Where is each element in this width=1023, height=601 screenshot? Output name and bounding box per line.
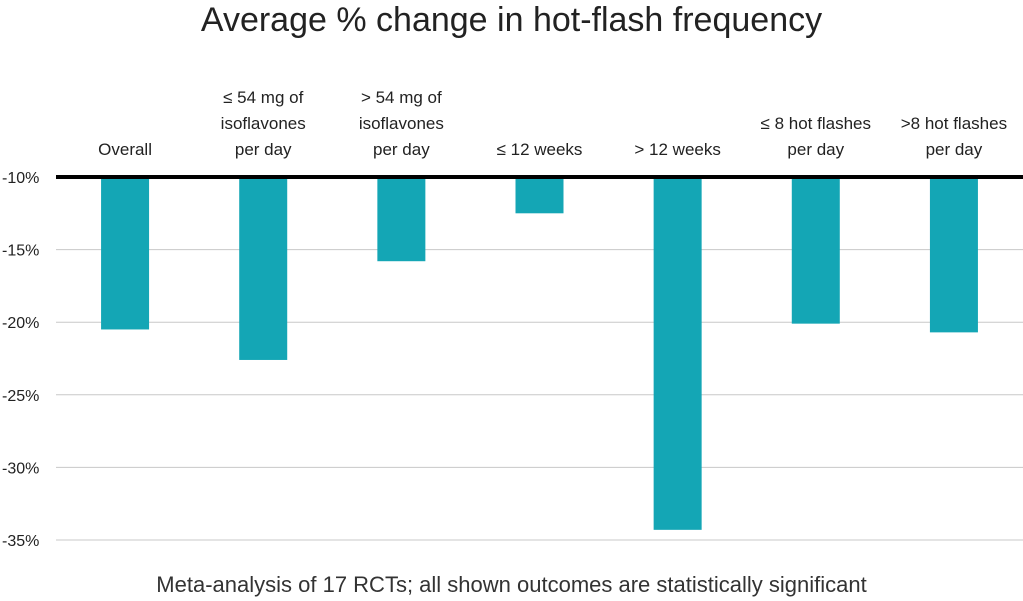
bar xyxy=(101,177,150,330)
bars xyxy=(101,177,978,530)
chart-footnote: Meta-analysis of 17 RCTs; all shown outc… xyxy=(156,572,867,597)
bar xyxy=(239,177,288,360)
chart-title: Average % change in hot-flash frequency xyxy=(200,1,823,39)
category-label: >8 hot flashes per day xyxy=(901,114,1007,159)
category-label: > 54 mg of isoflavones per day xyxy=(359,88,444,159)
y-tick-label: -25% xyxy=(2,388,39,405)
bar xyxy=(929,177,978,333)
bar xyxy=(377,177,426,262)
bar xyxy=(791,177,840,324)
bar xyxy=(653,177,702,530)
y-tick-label: -35% xyxy=(2,533,39,550)
category-label: Overall xyxy=(98,140,152,159)
bar xyxy=(515,177,564,214)
category-label: ≤ 12 weeks xyxy=(497,140,583,159)
gridlines xyxy=(56,249,1023,541)
y-tick-label: -15% xyxy=(2,243,39,260)
y-tick-label: -10% xyxy=(2,170,39,187)
category-label: > 12 weeks xyxy=(634,140,720,159)
y-tick-label: -20% xyxy=(2,315,39,332)
category-label: ≤ 8 hot flashes per day xyxy=(761,114,871,159)
y-tick-label: -30% xyxy=(2,460,39,477)
category-label: ≤ 54 mg of isoflavones per day xyxy=(221,88,306,159)
y-axis-tick-labels: -10% -15% -20% -25% -30% -35% xyxy=(2,170,39,550)
category-labels: Overall ≤ 54 mg of isoflavones per day > 54 … xyxy=(98,88,1007,159)
